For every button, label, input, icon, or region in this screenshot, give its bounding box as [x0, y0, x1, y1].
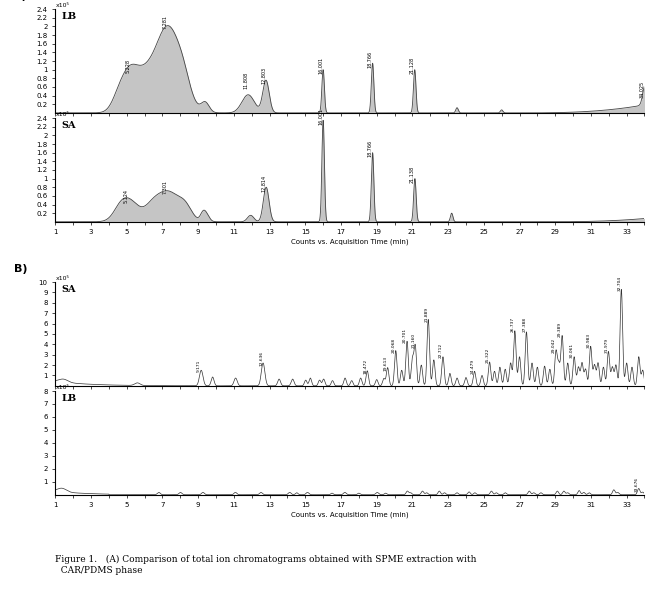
Text: 12.814: 12.814 — [261, 174, 266, 192]
Text: 18.766: 18.766 — [368, 50, 372, 67]
Text: LB: LB — [61, 394, 76, 403]
Text: 21.128: 21.128 — [409, 57, 415, 74]
Text: 31.979: 31.979 — [604, 338, 609, 353]
Text: SA: SA — [61, 285, 76, 294]
Text: 30.983: 30.983 — [587, 333, 590, 348]
Text: 11.808: 11.808 — [243, 72, 248, 89]
X-axis label: Counts vs. Acquisition Time (min): Counts vs. Acquisition Time (min) — [291, 511, 409, 518]
Text: x10⁵: x10⁵ — [55, 112, 69, 117]
Text: 16.001: 16.001 — [318, 108, 323, 125]
Text: x10⁵: x10⁵ — [55, 3, 69, 8]
Text: LB: LB — [61, 12, 76, 21]
Text: 22.712: 22.712 — [439, 343, 443, 358]
Text: 16.001: 16.001 — [318, 57, 323, 74]
Text: 9.171: 9.171 — [197, 360, 201, 372]
Text: SA: SA — [61, 121, 76, 130]
Text: A): A) — [14, 0, 28, 1]
Text: 33.676: 33.676 — [635, 477, 639, 491]
Text: 19.613: 19.613 — [383, 356, 387, 371]
Text: 32.704: 32.704 — [617, 275, 621, 291]
Text: 29.042: 29.042 — [552, 338, 556, 353]
Text: 21.889: 21.889 — [424, 307, 428, 322]
Text: 30.061: 30.061 — [570, 343, 574, 358]
Text: 20.068: 20.068 — [392, 338, 396, 353]
Text: 26.737: 26.737 — [511, 317, 515, 332]
Text: 7.281: 7.281 — [163, 15, 167, 29]
Text: 24.479: 24.479 — [471, 359, 475, 374]
Text: x10⁵: x10⁵ — [55, 276, 69, 281]
Text: B): B) — [14, 264, 27, 274]
Text: 25.322: 25.322 — [486, 348, 490, 364]
Text: 18.472: 18.472 — [363, 359, 367, 374]
Text: 21.138: 21.138 — [410, 166, 415, 183]
Text: 5.228: 5.228 — [126, 59, 131, 73]
Text: 29.389: 29.389 — [558, 323, 562, 337]
Text: 34.025: 34.025 — [640, 81, 645, 98]
Text: 7.301: 7.301 — [163, 181, 168, 195]
Text: 27.388: 27.388 — [523, 317, 527, 332]
Text: 21.160: 21.160 — [411, 333, 415, 348]
Text: 12.803: 12.803 — [261, 67, 266, 84]
Text: 20.701: 20.701 — [403, 327, 407, 343]
Text: 12.636: 12.636 — [259, 351, 263, 367]
Text: 18.766: 18.766 — [368, 140, 372, 157]
Text: 5.124: 5.124 — [124, 189, 129, 203]
Text: x10⁵: x10⁵ — [55, 385, 69, 390]
X-axis label: Counts vs. Acquisition Time (min): Counts vs. Acquisition Time (min) — [291, 238, 409, 245]
Text: Figure 1.   (A) Comparison of total ion chromatograms obtained with SPME extract: Figure 1. (A) Comparison of total ion ch… — [55, 555, 477, 575]
